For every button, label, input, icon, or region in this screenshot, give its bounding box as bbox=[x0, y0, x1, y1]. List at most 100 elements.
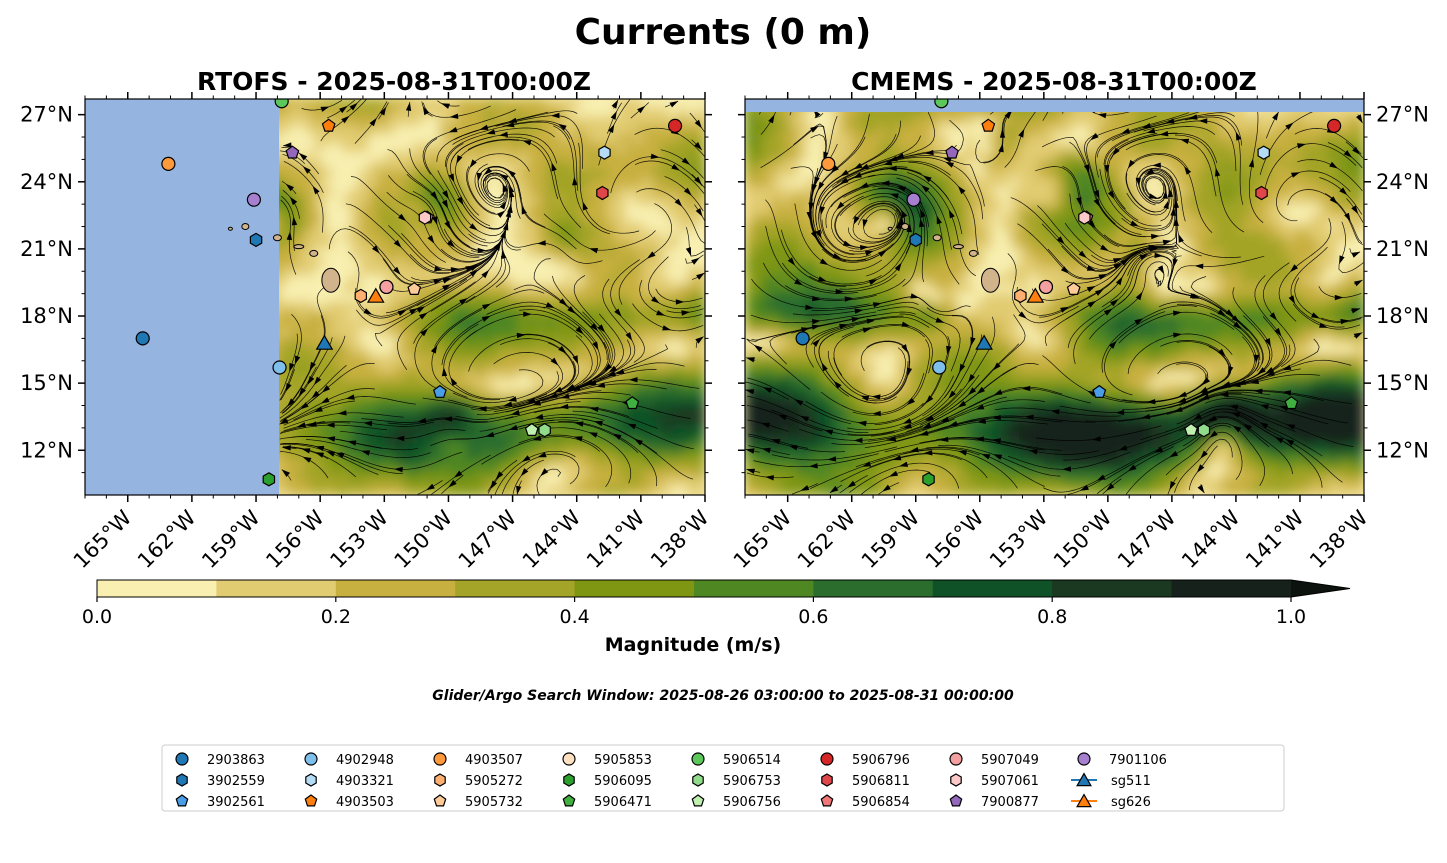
no-data-region-rtofs bbox=[85, 99, 279, 495]
colorbar-tick-label: 1.0 bbox=[1276, 606, 1306, 628]
legend-marker-5906471 bbox=[562, 794, 576, 807]
float-4903503-cmems bbox=[981, 118, 996, 132]
x-tick-label: 150°W bbox=[390, 505, 458, 573]
legend: 2903863 3902559 3902561 4902948 4903321 49035… bbox=[175, 752, 1167, 810]
float-5905732-cmems bbox=[1066, 281, 1081, 295]
colorbar-tick-label: 0.6 bbox=[798, 606, 828, 628]
colorbar-bin bbox=[97, 580, 217, 597]
legend-marker-5905732 bbox=[433, 794, 447, 807]
x-tick-label: 165°W bbox=[69, 505, 137, 573]
float-3902561-rtofs bbox=[432, 384, 447, 398]
float-5906471-rtofs bbox=[625, 396, 640, 410]
legend-label-5905272: 5905272 bbox=[465, 774, 523, 789]
no-data-region-cmems bbox=[745, 99, 1364, 112]
y-tick-label: 18°N bbox=[1376, 304, 1429, 328]
legend-marker-2903863 bbox=[175, 752, 189, 766]
float-4903321-rtofs bbox=[598, 145, 611, 160]
legend-marker-3902559 bbox=[176, 773, 188, 787]
x-tick-label: 159°W bbox=[857, 505, 925, 573]
island-2 bbox=[952, 244, 964, 250]
island-0 bbox=[321, 267, 341, 293]
y-tick-label: 27°N bbox=[20, 103, 73, 127]
y-tick-label: 24°N bbox=[1376, 170, 1429, 194]
float-5907061-cmems bbox=[1078, 210, 1091, 225]
panel-rtofs: RTOFS - 2025-08-31T00:00Z 165°W162°W159°… bbox=[20, 67, 714, 573]
float-4902948-cmems bbox=[932, 360, 947, 375]
float-5907061-rtofs bbox=[418, 210, 432, 225]
island-1 bbox=[309, 249, 319, 257]
float-5906514-cmems bbox=[934, 99, 949, 109]
y-tick-label: 27°N bbox=[1376, 103, 1429, 127]
float-5906756-rtofs bbox=[524, 422, 539, 436]
island-3 bbox=[272, 234, 282, 242]
legend-label-5905853: 5905853 bbox=[594, 753, 652, 768]
legend-label-sg626: sg626 bbox=[1111, 795, 1151, 810]
float-4903507-cmems bbox=[821, 156, 836, 171]
float-3902561-cmems bbox=[1092, 384, 1107, 398]
y-tick-label: 21°N bbox=[1376, 237, 1429, 261]
float-7901106-rtofs bbox=[246, 192, 261, 207]
legend-label-5906471: 5906471 bbox=[594, 795, 652, 810]
hawaiian-islands-cmems bbox=[887, 223, 1000, 293]
float-5906095-rtofs bbox=[262, 472, 276, 487]
current-magnitude-field-cmems bbox=[745, 99, 1364, 495]
x-tick-label: 138°W bbox=[1305, 505, 1373, 573]
legend-marker-5905272 bbox=[434, 773, 446, 787]
legend-label-5906753: 5906753 bbox=[723, 774, 781, 789]
y-tick-label: 24°N bbox=[20, 170, 73, 194]
x-tick-label: 141°W bbox=[1241, 505, 1309, 573]
float-5907049-cmems bbox=[1038, 279, 1054, 295]
x-tick-label: 141°W bbox=[582, 505, 650, 573]
float-5906471-cmems bbox=[1284, 396, 1299, 410]
float-markers-cmems bbox=[795, 99, 1342, 487]
float-5906796-cmems bbox=[1327, 118, 1342, 133]
legend-marker-5906753 bbox=[692, 773, 704, 787]
colorbar-label: Magnitude (m/s) bbox=[605, 634, 782, 656]
island-3 bbox=[932, 234, 942, 242]
legend-marker-4903321 bbox=[305, 773, 317, 787]
float-4903321-cmems bbox=[1257, 145, 1270, 160]
legend-marker-4903507 bbox=[433, 752, 447, 766]
island-1 bbox=[968, 249, 978, 257]
legend-marker-5907061 bbox=[950, 773, 962, 787]
float-4902948-rtofs bbox=[272, 360, 287, 375]
colorbar-bin bbox=[694, 580, 814, 597]
legend-label-5906095: 5906095 bbox=[594, 774, 652, 789]
float-5905732-rtofs bbox=[407, 281, 422, 295]
legend-label-5906854: 5906854 bbox=[852, 795, 910, 810]
legend-label-5907061: 5907061 bbox=[981, 774, 1039, 789]
float-7900877-cmems bbox=[945, 145, 959, 159]
colorbar-bin bbox=[216, 580, 337, 597]
x-tick-label: 156°W bbox=[261, 505, 329, 573]
x-tick-label: 147°W bbox=[454, 505, 522, 573]
colorbar-tick-label: 0.4 bbox=[559, 606, 589, 628]
legend-marker-5905853 bbox=[562, 752, 576, 766]
float-5906514-rtofs bbox=[274, 99, 289, 109]
legend-marker-4903503 bbox=[304, 794, 318, 807]
float-5906811-rtofs bbox=[596, 185, 609, 201]
legend-label-3902559: 3902559 bbox=[207, 774, 265, 789]
glider-sg626-cmems bbox=[1026, 287, 1045, 303]
legend-label-4903321: 4903321 bbox=[336, 774, 394, 789]
legend-label-7901106: 7901106 bbox=[1109, 753, 1167, 768]
float-5905272-rtofs bbox=[354, 288, 367, 304]
legend-label-5906796: 5906796 bbox=[852, 753, 910, 768]
colorbar: 0.0 0.2 0.4 0.6 0.8 1.0 bbox=[82, 579, 1351, 628]
x-tick-label: 156°W bbox=[921, 505, 989, 573]
hawaiian-islands-rtofs bbox=[227, 223, 341, 293]
legend-marker-7901106 bbox=[1077, 752, 1091, 766]
colorbar-tick-label: 0.0 bbox=[82, 606, 112, 628]
float-5906811-cmems bbox=[1255, 185, 1268, 201]
legend-marker-7900877 bbox=[949, 794, 963, 807]
float-5905272-cmems bbox=[1014, 288, 1027, 304]
legend-marker-3902561 bbox=[175, 794, 189, 807]
y-tick-label: 12°N bbox=[1376, 438, 1429, 462]
legend-label-5906811: 5906811 bbox=[852, 774, 910, 789]
x-tick-label: 147°W bbox=[1113, 505, 1181, 573]
x-tick-label: 144°W bbox=[1177, 505, 1245, 573]
x-tick-label: 144°W bbox=[518, 505, 586, 573]
x-tick-label: 162°W bbox=[133, 505, 201, 573]
legend-marker-5906514 bbox=[691, 752, 705, 766]
x-tick-label: 138°W bbox=[646, 505, 714, 573]
legend-label-5905732: 5905732 bbox=[465, 795, 523, 810]
